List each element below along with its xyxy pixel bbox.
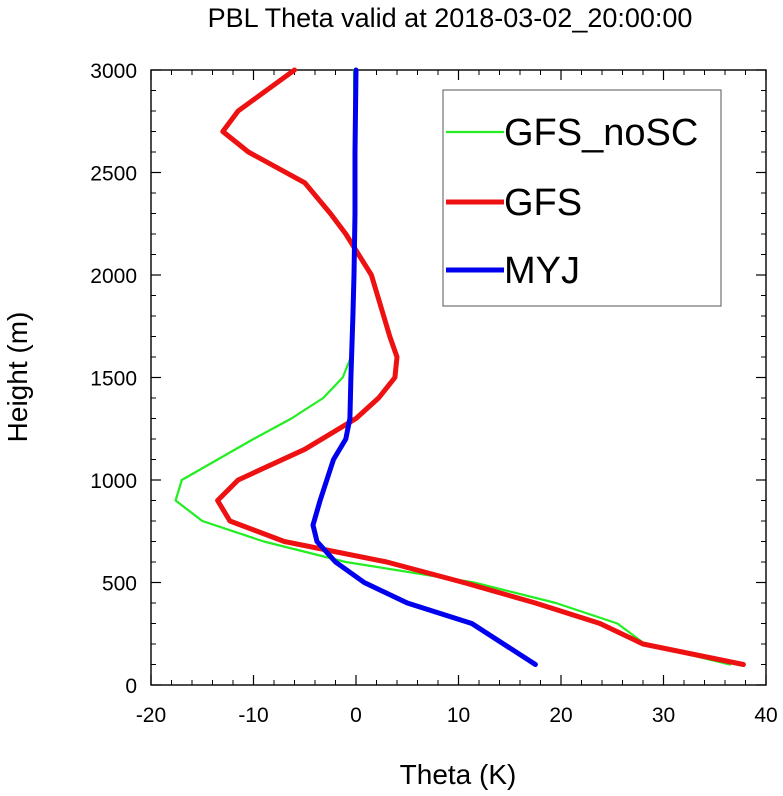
legend-label: GFS_noSC [504,112,698,154]
series-lines [174,67,746,667]
y-axis-label: Height (m) [2,312,33,443]
chart-title: PBL Theta valid at 2018-03-02_20:00:00 [208,3,693,33]
y-tick-label: 3000 [90,60,137,83]
x-tick-label: -20 [136,704,166,727]
legend: GFS_noSC GFS MYJ [442,89,722,307]
x-axis-label: Theta (K) [400,759,517,790]
legend-label: MYJ [504,250,580,292]
series-line-gfs [215,67,746,667]
x-tick-label: 10 [447,704,470,727]
y-tick-label: 2000 [90,265,137,288]
x-tick-label: 40 [754,704,777,727]
tick-labels: -20 -10 0 10 20 30 40 0 500 1000 1500 2000 2500 3000 [90,60,777,727]
axis-ticks [150,69,767,686]
series-line-myj [310,67,538,667]
y-tick-label: 1000 [90,470,137,493]
x-tick-label: 30 [652,704,675,727]
legend-label: GFS [504,182,582,224]
y-tick-label: 1500 [90,368,137,391]
y-tick-label: 0 [125,675,137,698]
y-tick-label: 2500 [90,163,137,186]
x-tick-label: 20 [549,704,572,727]
y-tick-label: 500 [102,573,137,596]
x-tick-label: -10 [238,704,268,727]
x-tick-label: 0 [350,704,362,727]
